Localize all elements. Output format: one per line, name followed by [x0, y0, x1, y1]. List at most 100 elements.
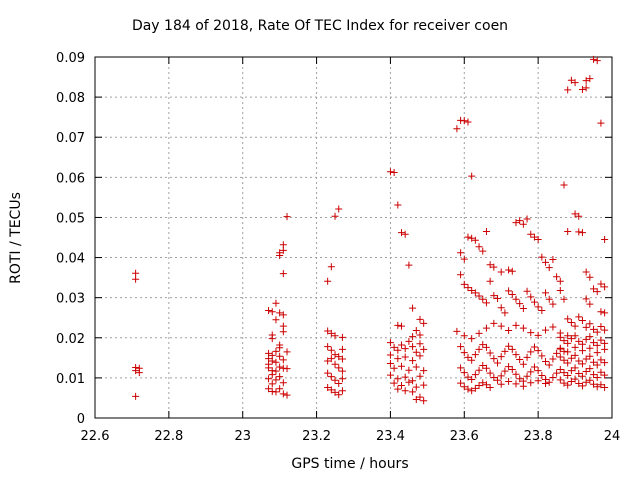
data-point: [578, 382, 586, 390]
data-point: [516, 375, 524, 383]
data-point: [601, 384, 609, 392]
data-point: [471, 351, 479, 359]
data-point: [486, 349, 494, 357]
data-point: [268, 308, 276, 316]
data-point: [475, 366, 483, 374]
data-point: [420, 397, 428, 405]
data-point: [512, 370, 520, 378]
data-point: [405, 261, 413, 269]
data-point: [545, 361, 553, 369]
data-point: [494, 376, 502, 384]
data-point: [335, 391, 343, 399]
data-point: [457, 343, 465, 351]
data-point: [394, 321, 402, 329]
data-point: [601, 359, 609, 367]
data-point: [516, 355, 524, 363]
data-point: [276, 252, 284, 260]
data-point: [416, 372, 424, 380]
y-tick-labels: 0 0.01 0.02 0.03 0.04 0.05 0.06 0.07 0.08 0.09: [56, 51, 85, 427]
data-point: [560, 337, 568, 345]
y-tick-label: 0.08: [56, 91, 85, 106]
data-point: [534, 331, 542, 339]
data-point: [283, 391, 291, 399]
data-point: [420, 319, 428, 327]
data-point: [575, 380, 583, 388]
data-point: [508, 290, 516, 298]
data-point: [530, 233, 538, 241]
data-point: [567, 76, 575, 84]
data-point: [519, 382, 527, 390]
data-point: [265, 364, 273, 372]
data-point: [386, 339, 394, 347]
data-point: [324, 357, 332, 365]
data-point: [412, 383, 420, 391]
data-point: [475, 382, 483, 390]
data-point: [468, 356, 476, 364]
data-point: [582, 323, 590, 331]
data-point: [505, 287, 513, 295]
data-point: [401, 230, 409, 238]
data-point: [398, 362, 406, 370]
data-point: [534, 377, 542, 385]
data-point: [538, 307, 546, 315]
data-point: [276, 352, 284, 360]
data-point: [272, 299, 280, 307]
data-point: [386, 359, 394, 367]
data-point: [412, 327, 420, 335]
data-point: [590, 358, 598, 366]
data-point: [390, 169, 398, 177]
data-point: [505, 327, 513, 335]
data-point: [420, 345, 428, 353]
y-tick-label: 0.01: [56, 372, 85, 387]
data-point: [556, 376, 564, 384]
data-point: [471, 289, 479, 297]
data-point: [549, 323, 557, 331]
data-point: [335, 205, 343, 213]
y-tick-label: 0.09: [56, 51, 85, 66]
data-point: [460, 369, 468, 377]
data-point: [593, 57, 601, 65]
data-point: [527, 368, 535, 376]
data-point: [482, 299, 490, 307]
data-point: [575, 357, 583, 365]
data-point: [597, 381, 605, 389]
data-point: [416, 315, 424, 323]
data-point: [464, 284, 472, 292]
data-point: [564, 381, 572, 389]
data-point: [464, 373, 472, 381]
data-point: [486, 384, 494, 392]
data-point: [394, 346, 402, 354]
data-point: [268, 331, 276, 339]
data-point: [586, 320, 594, 328]
data-point: [505, 266, 513, 274]
data-point: [582, 378, 590, 386]
data-point: [327, 263, 335, 271]
data-point: [593, 383, 601, 391]
data-point: [538, 371, 546, 379]
data-point: [560, 356, 568, 364]
data-point: [523, 215, 531, 223]
data-point: [560, 369, 568, 377]
data-point: [386, 351, 394, 359]
data-point: [471, 236, 479, 244]
data-point: [542, 289, 550, 297]
data-point: [601, 283, 609, 291]
data-point: [327, 386, 335, 394]
data-point: [468, 234, 476, 242]
data-point: [331, 376, 339, 384]
data-point: [597, 119, 605, 127]
data-point: [475, 292, 483, 300]
data-point: [593, 341, 601, 349]
data-point: [272, 316, 280, 324]
y-tick-label: 0.02: [56, 332, 85, 347]
data-point: [597, 280, 605, 288]
data-point: [545, 264, 553, 272]
data-point: [586, 352, 594, 360]
data-point: [578, 372, 586, 380]
data-point: [468, 286, 476, 294]
data-point: [586, 333, 594, 341]
data-point: [519, 360, 527, 368]
data-point: [545, 378, 553, 386]
data-point: [501, 309, 509, 317]
data-point: [575, 369, 583, 377]
